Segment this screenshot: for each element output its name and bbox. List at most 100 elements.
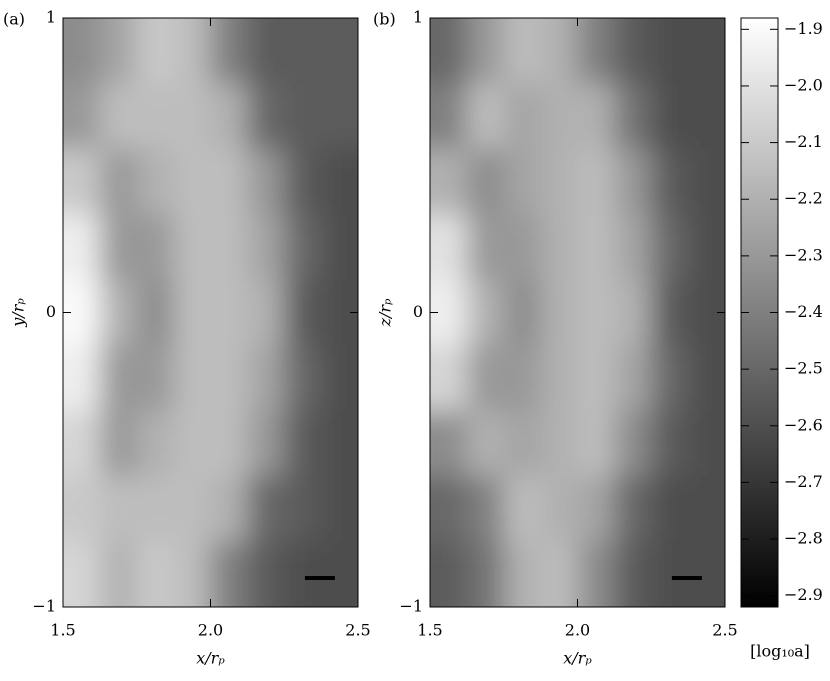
- heat-cell: [688, 148, 725, 215]
- heat-cell: [688, 476, 725, 543]
- x-tick-label: 2.5: [345, 621, 370, 640]
- heat-cell: [540, 83, 578, 150]
- x-tick-label: 2.5: [712, 621, 737, 640]
- heat-cell: [577, 18, 615, 84]
- heat-cell: [99, 18, 138, 84]
- heat-cell: [503, 83, 542, 150]
- heat-cell: [173, 476, 211, 543]
- heat-cell: [210, 476, 248, 543]
- heat-cell: [577, 148, 615, 215]
- heat-cell: [540, 541, 578, 607]
- heat-cell: [614, 476, 652, 543]
- heat-cell: [321, 148, 358, 215]
- heat-cell: [651, 214, 689, 281]
- heat-cell: [430, 18, 468, 84]
- heat-cell: [614, 18, 652, 84]
- heat-cell: [284, 410, 322, 477]
- heat-cell: [284, 148, 322, 215]
- heat-cell: [284, 476, 322, 543]
- heat-cell: [173, 83, 211, 150]
- heat-cell: [247, 345, 285, 412]
- x-tick-label: 1.5: [50, 621, 75, 640]
- heat-cell: [614, 83, 652, 150]
- heat-cell: [99, 410, 138, 477]
- panel-label: (b): [373, 10, 396, 29]
- heat-cell: [136, 476, 175, 543]
- colorbar-tick-label: −2.4: [784, 302, 823, 321]
- heat-cell: [210, 279, 248, 346]
- heat-cell: [99, 83, 138, 150]
- heat-cell: [321, 345, 358, 412]
- heat-cell: [651, 345, 689, 412]
- heat-cell: [540, 279, 578, 346]
- heat-cell: [651, 541, 689, 607]
- x-axis-label: x/rₚ: [196, 649, 225, 668]
- heat-cell: [614, 410, 652, 477]
- y-tick-label: −1: [399, 597, 423, 616]
- heat-cell: [247, 83, 285, 150]
- heat-cell: [688, 410, 725, 477]
- heat-cell: [577, 476, 615, 543]
- colorbar-tick-label: −2.7: [784, 472, 823, 491]
- y-tick-label: 0: [46, 302, 56, 321]
- heat-cell: [503, 476, 542, 543]
- plot-area: [430, 18, 725, 607]
- heat-cell: [503, 410, 542, 477]
- heat-cell: [321, 18, 358, 84]
- x-tick-label: 1.5: [417, 621, 442, 640]
- heat-cell: [173, 541, 211, 607]
- heat-cell: [430, 83, 468, 150]
- heat-cell: [321, 476, 358, 543]
- x-tick-label: 2.0: [198, 621, 223, 640]
- heat-cell: [136, 214, 175, 281]
- heat-cell: [430, 345, 468, 412]
- heat-cell: [577, 410, 615, 477]
- x-tick-label: 2.0: [565, 621, 590, 640]
- heat-cell: [173, 410, 211, 477]
- heat-cell: [466, 148, 505, 215]
- y-tick-label: 0: [413, 302, 423, 321]
- heat-cell: [540, 345, 578, 412]
- heat-cell: [63, 476, 101, 543]
- heat-cell: [63, 541, 101, 607]
- heat-cell: [614, 541, 652, 607]
- heat-cell: [466, 476, 505, 543]
- heat-cell: [247, 541, 285, 607]
- heat-cell: [284, 279, 322, 346]
- heat-cell: [577, 345, 615, 412]
- heat-cell: [63, 410, 101, 477]
- heat-cell: [63, 214, 101, 281]
- heat-cell: [430, 541, 468, 607]
- heat-cell: [688, 214, 725, 281]
- colorbar-tick-label: −2.9: [784, 585, 823, 604]
- heat-cell: [136, 345, 175, 412]
- scale-bar: [671, 576, 702, 580]
- y-tick-label: 1: [413, 8, 423, 27]
- colorbar-label: [log₁₀a]: [750, 642, 810, 661]
- x-axis-label: x/rₚ: [563, 649, 592, 668]
- heat-cell: [321, 541, 358, 607]
- colorbar-tick-label: −2.1: [784, 132, 823, 151]
- heat-cell: [99, 541, 138, 607]
- panel-label: (a): [3, 10, 25, 29]
- heat-cell: [577, 83, 615, 150]
- heat-cell: [466, 541, 505, 607]
- y-tick-label: 1: [46, 8, 56, 27]
- heat-cell: [688, 345, 725, 412]
- heat-cell: [63, 148, 101, 215]
- heatmap: [63, 18, 358, 607]
- heat-cell: [99, 214, 138, 281]
- heat-cell: [430, 476, 468, 543]
- heat-cell: [63, 18, 101, 84]
- heat-cell: [99, 148, 138, 215]
- heat-cell: [651, 476, 689, 543]
- heat-cell: [540, 148, 578, 215]
- heat-cell: [173, 214, 211, 281]
- colorbar-tick-label: −2.8: [784, 529, 823, 548]
- heat-cell: [136, 148, 175, 215]
- scale-bar: [304, 576, 335, 580]
- heat-cell: [210, 214, 248, 281]
- heat-cell: [503, 541, 542, 607]
- heat-cell: [63, 83, 101, 150]
